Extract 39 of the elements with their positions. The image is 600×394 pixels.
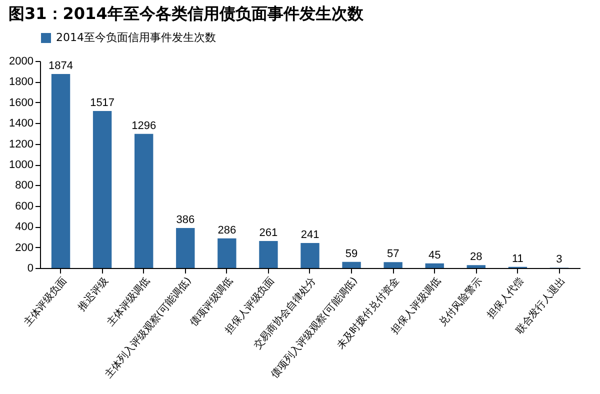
data-label: 3 xyxy=(556,254,562,266)
y-tick-label: 800 xyxy=(15,180,34,192)
y-tick-label: 1600 xyxy=(9,96,34,109)
bar xyxy=(218,238,236,268)
y-tick-label: 1400 xyxy=(9,118,34,130)
data-label: 286 xyxy=(218,224,236,236)
chart-title: 图31：2014年至今各类信用债负面事件发生次数 xyxy=(8,4,364,23)
bar xyxy=(384,262,402,268)
data-label: 28 xyxy=(470,251,482,264)
y-tick-label: 1800 xyxy=(9,76,34,88)
data-label: 1517 xyxy=(90,96,115,109)
bar xyxy=(425,263,444,268)
y-tick-label: 1200 xyxy=(9,138,34,150)
bar xyxy=(176,228,195,268)
x-tick-label: 推迟评级 xyxy=(76,274,111,314)
data-label: 57 xyxy=(386,248,400,260)
y-tick-label: 0 xyxy=(27,262,34,274)
data-label: 386 xyxy=(176,214,195,226)
data-label: 59 xyxy=(345,248,358,260)
data-label: 241 xyxy=(300,229,320,242)
bar xyxy=(51,74,70,268)
data-label: 1296 xyxy=(132,120,156,132)
bar xyxy=(300,243,320,268)
bar xyxy=(466,265,486,268)
y-tick-label: 400 xyxy=(15,221,34,234)
bar xyxy=(342,262,361,268)
bar xyxy=(134,134,154,268)
y-tick-label: 600 xyxy=(15,200,34,212)
data-label: 261 xyxy=(259,226,278,239)
data-label: 11 xyxy=(512,252,524,265)
data-label: 45 xyxy=(428,249,441,262)
y-tick-label: 200 xyxy=(15,242,34,254)
y-tick-label: 1000 xyxy=(9,159,34,171)
bar xyxy=(259,240,278,268)
bar xyxy=(92,110,112,268)
data-label: 1874 xyxy=(48,60,74,72)
legend-label: 2014至今负面信用事件发生次数 xyxy=(56,31,216,44)
y-tick-label: 2000 xyxy=(9,56,34,68)
x-tick-label: 主体评级负面 xyxy=(21,274,70,329)
